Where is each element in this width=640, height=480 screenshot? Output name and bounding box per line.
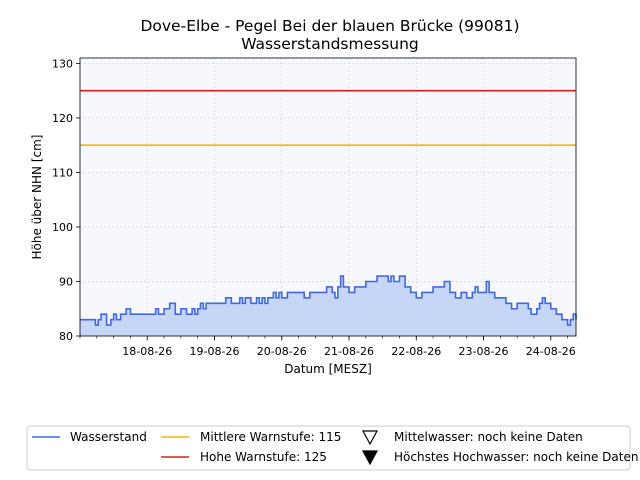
legend-label-mittlere: Mittlere Warnstufe: 115	[200, 430, 341, 444]
y-tick-label: 130	[52, 57, 73, 70]
x-tick-label: 24-08-26	[526, 345, 576, 358]
triangle-down-filled-icon	[361, 450, 379, 466]
x-tick-label: 18-08-26	[122, 345, 172, 358]
y-axis: 80 90 100 110 120 130	[52, 57, 80, 343]
legend-label-hohe: Hohe Warnstufe: 125	[200, 450, 327, 464]
series-wasserstand-area	[80, 276, 576, 336]
y-tick-label: 90	[59, 275, 73, 288]
legend: Wasserstand Mittlere Warnstufe: 115 Hohe…	[26, 425, 638, 471]
x-axis: 18-08-26 19-08-26 20-08-26 21-08-26 22-08-26…	[79, 336, 576, 358]
x-tick-label: 21-08-26	[324, 345, 374, 358]
triangle-down-open-icon	[361, 430, 379, 446]
x-tick-label: 20-08-26	[257, 345, 307, 358]
x-tick-label: 23-08-26	[459, 345, 509, 358]
threshold-layer	[80, 89, 576, 147]
x-tick-label: 19-08-26	[190, 345, 240, 358]
legend-label-mittelwasser: Mittelwasser: noch keine Daten	[394, 430, 583, 444]
x-axis-label: Datum [MESZ]	[284, 362, 372, 376]
plot-frame	[79, 57, 577, 337]
chart-subtitle: Wasserstandsmessung	[241, 35, 419, 53]
y-tick-label: 100	[52, 221, 73, 234]
y-axis-label: Höhe über NHN [cm]	[30, 135, 44, 260]
series-layer	[80, 275, 577, 336]
legend-label-hochwasser: Höchstes Hochwasser: noch keine Daten	[394, 450, 638, 464]
series-wasserstand-line	[80, 275, 577, 326]
chart-title: Dove-Elbe - Pegel Bei der blauen Brücke …	[140, 17, 519, 35]
y-tick-label: 80	[59, 330, 73, 343]
y-tick-label: 110	[52, 166, 73, 179]
legend-label-wasserstand: Wasserstand	[70, 430, 147, 444]
x-tick-label: 22-08-26	[391, 345, 441, 358]
y-tick-label: 120	[52, 112, 73, 125]
